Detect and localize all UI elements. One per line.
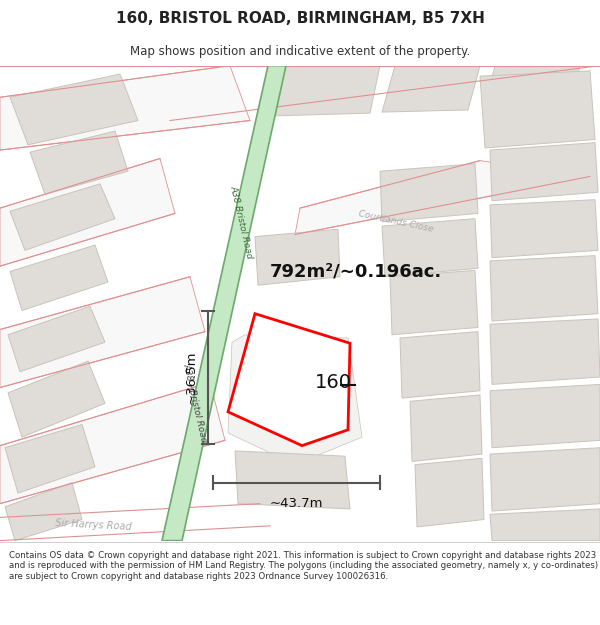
Polygon shape <box>0 277 205 388</box>
Polygon shape <box>380 164 478 222</box>
Polygon shape <box>10 245 108 311</box>
Polygon shape <box>235 451 350 509</box>
Polygon shape <box>490 256 598 321</box>
Polygon shape <box>490 448 600 511</box>
Text: Map shows position and indicative extent of the property.: Map shows position and indicative extent… <box>130 45 470 58</box>
Text: 792m²/∼0.196ac.: 792m²/∼0.196ac. <box>270 262 442 281</box>
Polygon shape <box>228 335 362 464</box>
Polygon shape <box>490 199 598 258</box>
Polygon shape <box>0 66 600 541</box>
Polygon shape <box>410 395 482 461</box>
Text: 160: 160 <box>315 372 352 392</box>
Polygon shape <box>382 219 478 277</box>
Polygon shape <box>255 229 340 285</box>
Polygon shape <box>10 184 115 251</box>
Polygon shape <box>5 424 95 493</box>
Polygon shape <box>490 509 600 541</box>
Text: Sir Harrys Road: Sir Harrys Road <box>55 518 132 532</box>
Polygon shape <box>382 66 480 112</box>
Polygon shape <box>390 271 478 335</box>
Polygon shape <box>5 482 82 541</box>
Polygon shape <box>8 361 105 437</box>
Polygon shape <box>162 66 286 541</box>
Text: Contains OS data © Crown copyright and database right 2021. This information is : Contains OS data © Crown copyright and d… <box>9 551 598 581</box>
Polygon shape <box>484 66 580 108</box>
Text: A38 - Bristol Road: A38 - Bristol Road <box>181 363 209 444</box>
Text: A38 Bristol Road: A38 Bristol Road <box>228 184 254 259</box>
Text: ∼36.5m: ∼36.5m <box>185 350 198 404</box>
Polygon shape <box>490 319 600 384</box>
Polygon shape <box>480 71 595 148</box>
Polygon shape <box>0 382 225 504</box>
Polygon shape <box>490 142 598 201</box>
Polygon shape <box>490 384 600 448</box>
Polygon shape <box>30 131 128 194</box>
Text: Courtlands Close: Courtlands Close <box>358 209 434 234</box>
Polygon shape <box>228 314 350 446</box>
Polygon shape <box>8 306 105 372</box>
Polygon shape <box>415 458 484 527</box>
Polygon shape <box>0 159 175 266</box>
Polygon shape <box>400 332 480 398</box>
Polygon shape <box>260 66 380 116</box>
Text: ∼43.7m: ∼43.7m <box>270 498 323 511</box>
Polygon shape <box>295 161 590 234</box>
Polygon shape <box>0 66 250 150</box>
Text: 160, BRISTOL ROAD, BIRMINGHAM, B5 7XH: 160, BRISTOL ROAD, BIRMINGHAM, B5 7XH <box>116 11 484 26</box>
Polygon shape <box>10 74 138 145</box>
